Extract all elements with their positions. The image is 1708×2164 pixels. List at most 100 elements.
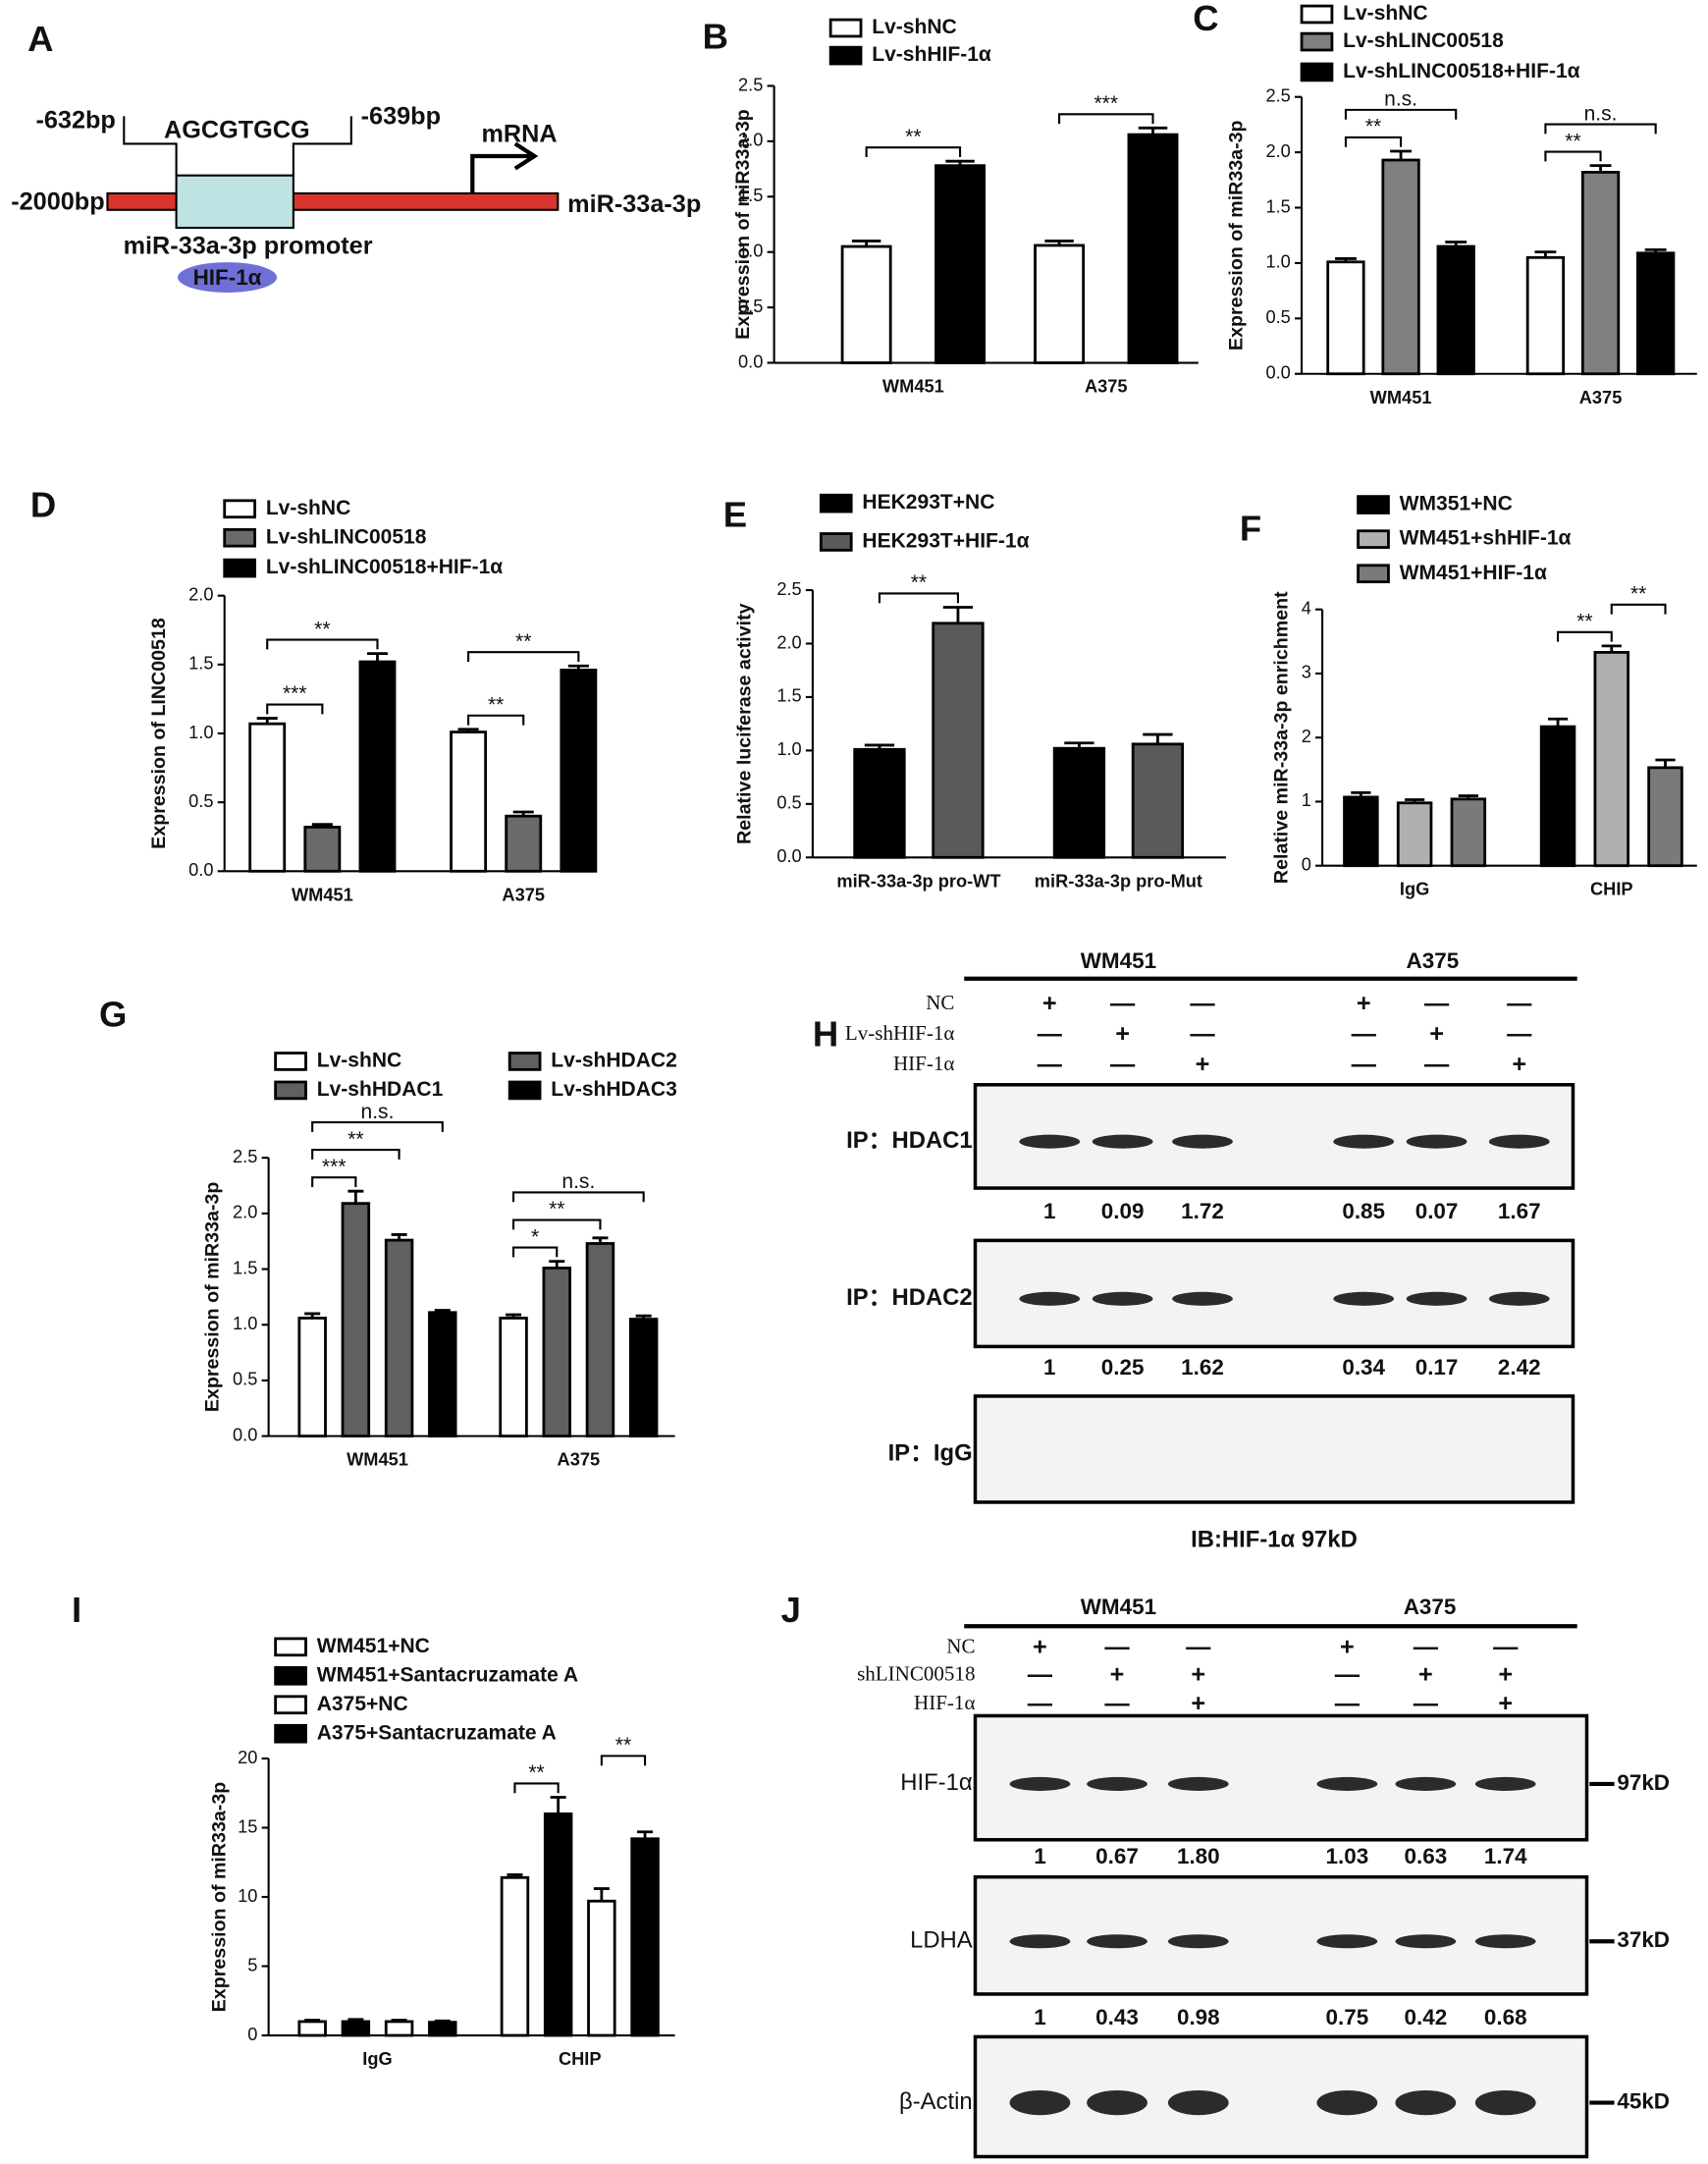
y-tick-label: 0.5 [776, 792, 801, 813]
y-tick-label: 1.0 [188, 722, 213, 742]
band [1167, 2089, 1229, 2116]
legend-swatch [507, 1052, 542, 1071]
bar [587, 1899, 616, 2037]
legend-label: Lv-shHDAC2 [551, 1050, 677, 1072]
condition-sign: — [1335, 1690, 1361, 1717]
legend-swatch [828, 45, 863, 66]
band [1172, 1291, 1233, 1306]
quantification: 2.42 [1498, 1355, 1541, 1380]
site-bracket [292, 116, 352, 176]
y-tick-label: 0.5 [233, 1369, 257, 1389]
condition-sign: — [1352, 1020, 1377, 1048]
y-axis-label: Expression of miR33a-3p [209, 1782, 231, 2012]
blot-membrane [973, 1394, 1575, 1504]
band [1406, 1134, 1468, 1149]
condition-sign: — [1335, 1660, 1361, 1688]
bar [505, 814, 543, 873]
condition-sign: + [1191, 1690, 1205, 1717]
legend-swatch [1300, 62, 1334, 82]
site-label: -632bp [35, 107, 115, 135]
significance-bracket [311, 1120, 444, 1132]
y-tick-label: 3 [1302, 662, 1311, 682]
x-tick-label: WM451 [347, 1449, 408, 1470]
significance-label: ** [911, 571, 927, 594]
marker-label: 37kD [1617, 1927, 1670, 1952]
quantification: 0.85 [1342, 1199, 1385, 1223]
condition-sign: — [1424, 990, 1450, 1017]
y-tick-label: 0.0 [738, 351, 763, 371]
significance-bracket [1344, 108, 1458, 120]
legend-swatch [819, 493, 853, 514]
condition-sign: — [1507, 1020, 1532, 1048]
bar [1127, 133, 1179, 364]
quantification: 1 [1034, 1844, 1045, 1868]
legend-label: Lv-shNC [872, 16, 956, 38]
legend-swatch [274, 1080, 307, 1101]
significance-label: ** [615, 1734, 631, 1757]
condition-sign: + [1512, 1051, 1526, 1078]
y-tick-label: 2.5 [738, 74, 763, 94]
x-tick-label: A375 [502, 884, 545, 904]
promoter-box [175, 174, 294, 230]
condition-sign: + [1498, 1690, 1513, 1717]
bar [1034, 243, 1086, 364]
band [1167, 1934, 1229, 1949]
quantification: 0.42 [1405, 2005, 1448, 2029]
band [1019, 1134, 1081, 1149]
y-tick-label: 5 [247, 1954, 257, 1975]
significance-bracket [512, 1218, 602, 1230]
condition-label: Lv-shHIF-1α [845, 1021, 955, 1045]
bar [500, 1875, 530, 2037]
panel-label: J [781, 1590, 801, 1630]
significance-label: n.s. [561, 1170, 595, 1193]
condition-sign: — [1414, 1633, 1439, 1660]
x-tick-label: WM451 [1370, 387, 1432, 407]
x-tick-label: CHIP [559, 2048, 602, 2069]
y-axis-label: Relative miR-33a-3p enrichment [1271, 591, 1293, 884]
y-tick-label: 1.5 [738, 185, 763, 205]
legend-swatch [274, 1723, 307, 1744]
legend-label: Lv-shNC [1343, 2, 1427, 25]
bar [428, 1311, 457, 1438]
promoter-diagram: A -632bp AGCGTGCG -639bp mRNA -2000bp mi… [11, 19, 701, 293]
y-tick-label: 0 [247, 2024, 257, 2044]
condition-sign: — [1186, 1633, 1211, 1660]
bar [1131, 742, 1185, 859]
significance-bracket [1544, 150, 1602, 162]
bar [1396, 801, 1433, 868]
panel-label: F [1240, 508, 1261, 548]
band [1488, 1291, 1550, 1306]
significance-bracket [311, 1149, 400, 1160]
band [1474, 1934, 1536, 1949]
condition-label: NC [946, 1635, 975, 1658]
blot-label: IP：IgG [888, 1440, 973, 1467]
y-axis-label: Expression of LINC00518 [148, 618, 170, 849]
y-tick-label: 2.5 [233, 1146, 257, 1166]
condition-sign: — [1352, 1051, 1377, 1078]
x-tick-label: miR-33a-3p pro-Mut [1035, 870, 1202, 891]
quantification: 0.07 [1415, 1199, 1459, 1223]
condition-sign: + [1498, 1660, 1513, 1688]
significance-bracket [513, 1782, 560, 1794]
y-axis-label: Expression of miR33a-3p [202, 1182, 224, 1412]
band [1474, 1776, 1536, 1791]
significance-label: n.s. [1584, 102, 1618, 125]
significance-bracket [512, 1246, 559, 1258]
y-tick-label: 1.0 [776, 738, 801, 759]
condition-sign: — [1028, 1660, 1053, 1688]
bar [1647, 766, 1683, 868]
y-tick-label: 0 [1302, 854, 1311, 875]
significance-label: ** [528, 1761, 544, 1784]
legend-swatch [223, 499, 256, 519]
band [1092, 1291, 1153, 1306]
legend-label: Lv-shNC [317, 1050, 401, 1072]
bar [1580, 171, 1621, 376]
band [1087, 1776, 1148, 1791]
site-label: -639bp [361, 102, 441, 130]
band [1009, 2089, 1071, 2116]
quantification: 1 [1034, 2005, 1045, 2029]
legend-label: A375+NC [317, 1693, 408, 1715]
quantification: 0.98 [1177, 2005, 1220, 2029]
significance-label: n.s. [361, 1101, 395, 1123]
